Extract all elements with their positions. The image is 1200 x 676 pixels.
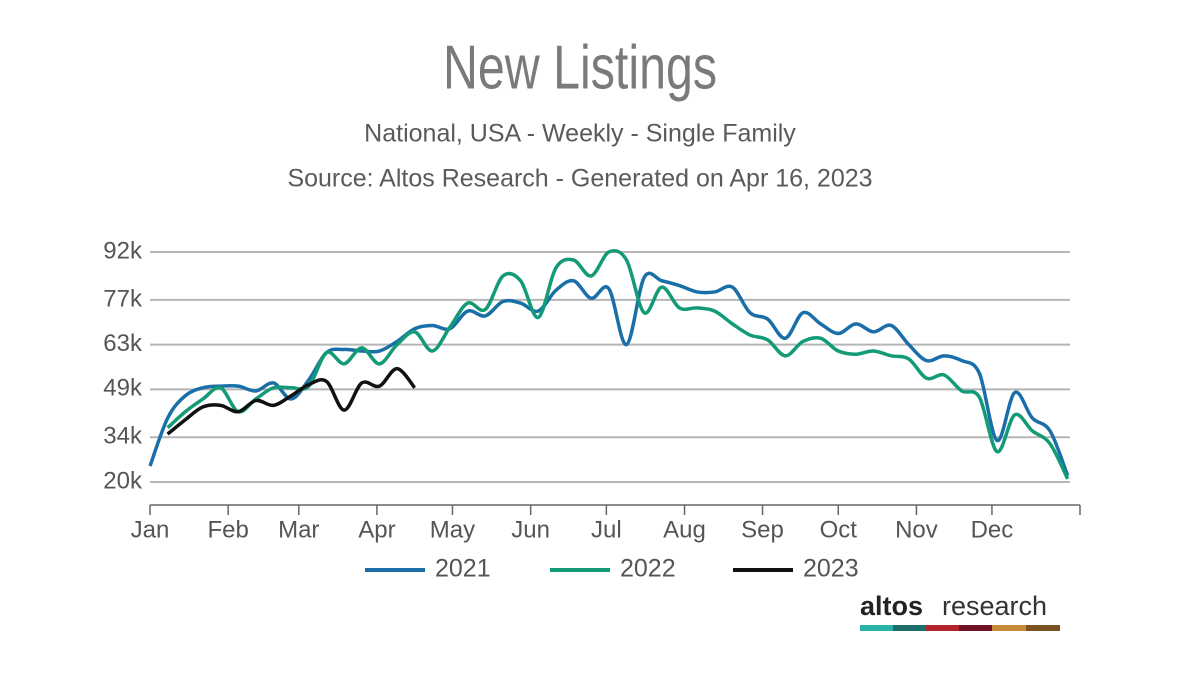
y-tick-label: 49k xyxy=(103,375,143,402)
x-tick-label: Jun xyxy=(511,516,550,543)
logo-stripe xyxy=(860,625,893,631)
line-series xyxy=(166,366,417,436)
legend-label: 2022 xyxy=(620,555,676,583)
y-tick-label: 63k xyxy=(103,330,143,357)
logo-stripe xyxy=(926,625,959,631)
logo-bold: altos xyxy=(860,591,923,621)
x-tick-label: Apr xyxy=(358,516,395,543)
logo-stripe xyxy=(1026,625,1060,631)
legend-label: 2023 xyxy=(803,555,859,583)
x-tick-label: Feb xyxy=(207,516,248,543)
logo-light: research xyxy=(942,591,1047,621)
x-tick-label: Sep xyxy=(741,516,784,543)
y-tick-label: 34k xyxy=(103,423,143,450)
x-tick-label: Oct xyxy=(820,516,858,543)
y-tick-label: 20k xyxy=(103,467,143,494)
line-series xyxy=(166,248,1070,480)
chart-source: Source: Altos Research - Generated on Ap… xyxy=(287,165,872,193)
y-tick-label: 77k xyxy=(103,285,143,312)
legend-label: 2021 xyxy=(435,555,491,583)
y-tick-label: 92k xyxy=(103,237,143,264)
logo-stripe xyxy=(992,625,1026,631)
x-tick-label: Nov xyxy=(895,516,938,543)
chart-subtitle: National, USA - Weekly - Single Family xyxy=(364,120,796,148)
line-series xyxy=(148,271,1070,477)
logo-stripe xyxy=(893,625,926,631)
chart-title: New Listings xyxy=(443,33,717,102)
logo-stripe xyxy=(959,625,992,631)
x-tick-label: May xyxy=(430,516,475,543)
x-tick-label: Jul xyxy=(591,516,622,543)
x-tick-label: Jan xyxy=(131,516,170,543)
x-tick-label: Mar xyxy=(278,516,319,543)
logo: altos research xyxy=(860,591,1060,631)
x-tick-label: Aug xyxy=(663,516,706,543)
x-tick-label: Dec xyxy=(971,516,1014,543)
